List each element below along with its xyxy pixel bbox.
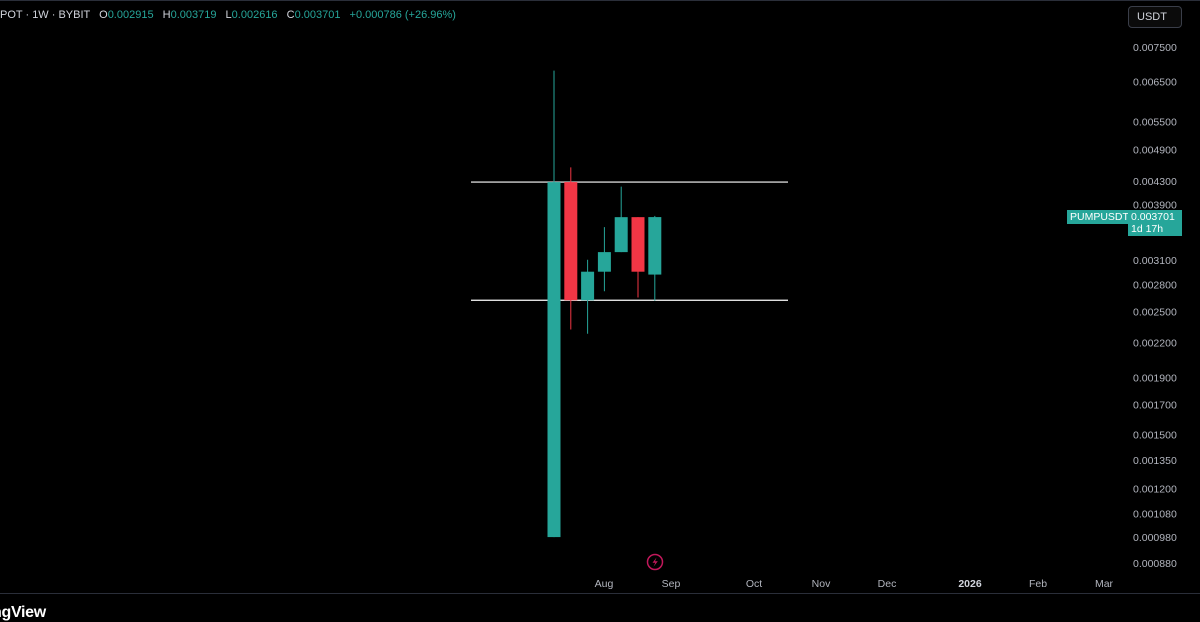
x-tick-label: Aug xyxy=(595,578,614,590)
current-price-label: 0.003701 1d 17h xyxy=(1128,210,1182,236)
y-tick-label: 0.001350 xyxy=(1133,455,1177,467)
candle-body xyxy=(614,217,628,253)
y-tick-label: 0.002800 xyxy=(1133,279,1177,291)
x-tick-label: Oct xyxy=(746,578,762,590)
x-tick-label: Sep xyxy=(662,578,681,590)
y-tick-label: 0.001500 xyxy=(1133,430,1177,442)
y-tick-label: 0.000980 xyxy=(1133,532,1177,544)
candle-body xyxy=(564,182,578,301)
high-value: 0.003719 xyxy=(170,9,217,21)
x-tick-label: Dec xyxy=(878,578,897,590)
tradingview-logo: ngView xyxy=(0,604,46,621)
symbol-info[interactable]: POT · 1W · BYBIT xyxy=(0,9,91,21)
y-tick-label: 0.001080 xyxy=(1133,509,1177,521)
chart-frame xyxy=(0,0,1200,594)
y-tick-label: 0.003900 xyxy=(1133,199,1177,211)
lightning-icon[interactable] xyxy=(646,553,664,571)
high-label: H xyxy=(162,9,171,21)
candle[interactable] xyxy=(597,227,611,292)
candlestick-chart[interactable]: 0.007500 0.006500 0.005500 0.004900 0.004300… xyxy=(0,0,1200,594)
open-label: O xyxy=(99,9,108,21)
current-price: 0.003701 xyxy=(1131,211,1175,223)
change-value: +0.000786 (+26.96%) xyxy=(349,9,456,21)
candle[interactable] xyxy=(614,186,628,253)
candle[interactable] xyxy=(648,215,662,301)
candle-body xyxy=(597,252,611,272)
ohlc-legend: POT · 1W · BYBIT O0.002915 H0.003719 L0.… xyxy=(0,9,456,21)
x-tick-label: Feb xyxy=(1029,578,1047,590)
open-value: 0.002915 xyxy=(107,9,154,21)
y-tick-label: 0.007500 xyxy=(1133,42,1177,54)
y-tick-label: 0.001900 xyxy=(1133,373,1177,385)
symbol-price-tag: PUMPUSDT xyxy=(1067,210,1132,224)
y-tick-label: 0.002200 xyxy=(1133,337,1177,349)
close-label: C xyxy=(286,9,295,21)
low-label: L xyxy=(225,9,232,21)
candle-body xyxy=(631,217,645,272)
x-tick-label: Mar xyxy=(1095,578,1114,590)
y-tick-label: 0.000880 xyxy=(1133,558,1177,570)
candle[interactable] xyxy=(564,167,578,330)
candle[interactable] xyxy=(581,259,595,334)
candle-body xyxy=(581,271,595,301)
close-value: 0.003701 xyxy=(294,9,341,21)
candle[interactable] xyxy=(547,70,561,538)
y-tick-label: 0.004300 xyxy=(1133,176,1177,188)
x-tick-label: Nov xyxy=(812,578,831,590)
currency-button[interactable]: USDT xyxy=(1128,6,1182,28)
candle-body xyxy=(648,217,662,275)
candle[interactable] xyxy=(631,217,645,298)
y-tick-label: 0.004900 xyxy=(1133,145,1177,157)
y-tick-label: 0.005500 xyxy=(1133,117,1177,129)
y-tick-label: 0.001200 xyxy=(1133,483,1177,495)
low-value: 0.002616 xyxy=(231,9,278,21)
y-tick-label: 0.001700 xyxy=(1133,399,1177,411)
candle-body xyxy=(547,182,561,538)
bar-countdown: 1d 17h xyxy=(1131,223,1164,235)
x-tick-label: 2026 xyxy=(958,578,982,590)
y-tick-label: 0.006500 xyxy=(1133,76,1177,88)
y-tick-label: 0.003100 xyxy=(1133,255,1177,267)
y-tick-label: 0.002500 xyxy=(1133,307,1177,319)
